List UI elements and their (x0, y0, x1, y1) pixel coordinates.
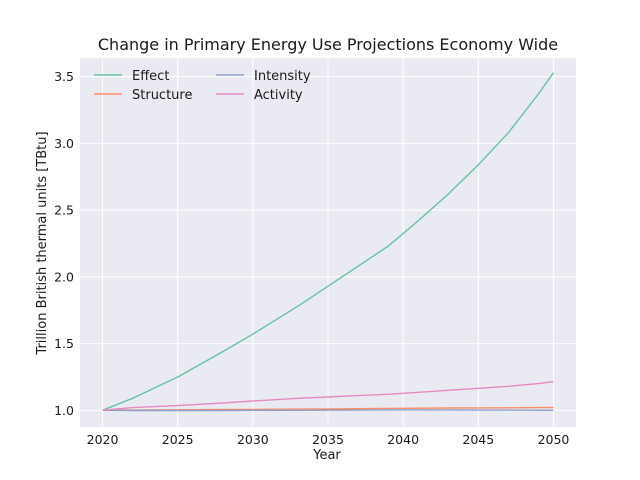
series-line-structure (102, 406, 554, 411)
x-tick-label: 2045 (462, 432, 494, 447)
y-axis-label: Trillion British thermal units [TBtu] (35, 131, 50, 355)
series-line-effect (102, 72, 555, 411)
x-tick-label: 2020 (87, 432, 119, 447)
y-tick-label: 1.5 (54, 336, 74, 351)
y-tick-label: 3.0 (54, 136, 74, 151)
x-tick-label: 2040 (387, 432, 419, 447)
chart-title: Change in Primary Energy Use Projections… (98, 35, 558, 54)
y-tick-label: 2.5 (54, 203, 74, 218)
x-tick-label: 2035 (312, 432, 344, 447)
x-tick-label: 2025 (162, 432, 194, 447)
tick-labels: 2020 2025 2030 2035 2040 2045 2050 1.0 1.5 2.0 2.5… (54, 69, 569, 447)
y-tick-label: 2.0 (54, 269, 74, 284)
x-tick-label: 2050 (538, 432, 570, 447)
y-tick-label: 3.5 (54, 69, 74, 84)
x-tick-label: 2030 (237, 432, 269, 447)
legend-label-structure: Structure (132, 88, 192, 103)
series-line-activity (102, 380, 554, 411)
y-tick-label: 1.0 (54, 403, 74, 418)
legend-label-effect: Effect (132, 69, 169, 84)
legend-label-activity: Activity (254, 88, 303, 103)
series-layer (102, 72, 555, 412)
legend-label-intensity: Intensity (254, 69, 311, 84)
series-line-intensity (102, 409, 554, 412)
legend: Effect Structure Intensity Activity (94, 69, 311, 103)
x-axis-label: Year (312, 448, 341, 463)
